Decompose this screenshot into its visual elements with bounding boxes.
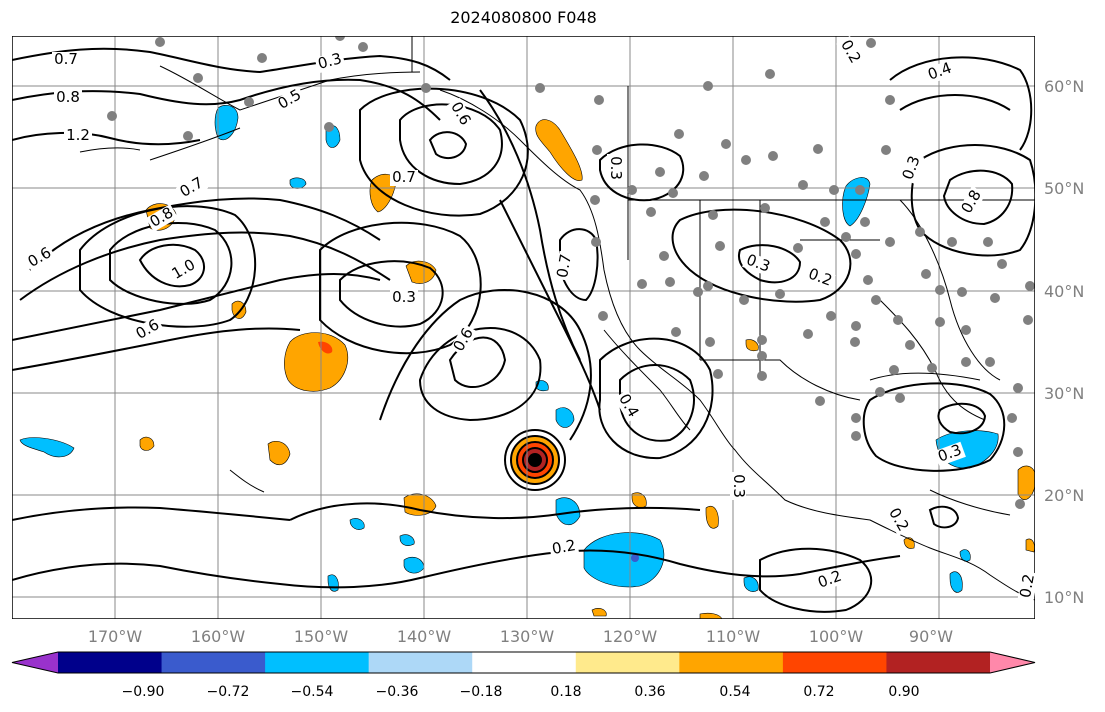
lat-label: 50°N (1044, 179, 1084, 198)
colorbar-tick: −0.54 (291, 684, 334, 700)
colorbar-segment (472, 652, 577, 673)
colorbar-tick: −0.72 (207, 684, 250, 700)
contour-label-bg (814, 567, 846, 593)
contour-label: 0.7 (392, 168, 416, 186)
contour-label-bg (52, 52, 80, 68)
colorbar-tick: 0.90 (888, 684, 919, 700)
contour-label-bg (934, 441, 966, 467)
lon-label: 90°W (909, 627, 953, 646)
latitude-labels: 60°N 50°N 40°N 30°N 20°N 10°N (1044, 77, 1084, 607)
colorbar-segment (575, 652, 680, 673)
colorbar-tick-labels: −0.90 −0.72 −0.54 −0.36 −0.18 0.18 0.36 … (122, 684, 920, 700)
contour-label-bg (450, 323, 478, 357)
contour-label: 0.7 (54, 50, 78, 68)
contour-label-bg (924, 59, 956, 85)
contour-label-bg (730, 472, 746, 500)
anomaly-patches (19, 105, 1035, 619)
contour-label-bg (23, 244, 57, 272)
colorbar-segment (58, 652, 163, 673)
contour-label: 0.3 (730, 474, 748, 498)
contour-label-bg (884, 503, 912, 537)
lat-label: 30°N (1044, 384, 1084, 403)
colorbar-tick: 0.54 (719, 684, 750, 700)
colorbar-tick: −0.90 (122, 684, 165, 700)
colorbar (11, 651, 1036, 674)
contour-label-bg (390, 170, 418, 186)
contour-label-bg (390, 290, 418, 306)
contour-label: 0.3 (607, 156, 625, 180)
contour-label-bg (446, 97, 474, 131)
lon-label: 170°W (88, 627, 143, 646)
contour-label-bg (131, 316, 165, 344)
lon-label: 140°W (397, 627, 452, 646)
lon-label: 100°W (809, 627, 864, 646)
contour-label-bg (175, 174, 209, 202)
station-markers (107, 36, 1035, 509)
colorbar-extend-low (12, 652, 58, 673)
lon-label: 160°W (191, 627, 246, 646)
contour-label-bg (548, 537, 580, 559)
map-title: 2024080800 F048 (450, 8, 597, 27)
colorbar-tick: −0.36 (376, 684, 419, 700)
colorbar-extend-high (990, 652, 1035, 673)
contour-label-bg (804, 265, 836, 291)
colorbar-tick: 0.36 (634, 684, 665, 700)
contour-label-bg (64, 128, 92, 144)
colorbar-segment (679, 652, 784, 673)
longitude-labels: 170°W 160°W 150°W 140°W 130°W 120°W 110°… (88, 627, 953, 646)
contour-label-bg (836, 35, 864, 69)
contour-label: 0.3 (316, 49, 344, 73)
contour-label: 0.7 (553, 253, 575, 280)
colorbar-segment (886, 652, 991, 673)
contour-label-bg (554, 250, 576, 282)
contour-label-bg (167, 256, 201, 284)
contour-label: 0.2 (1016, 573, 1038, 600)
colorbar-tick: 0.18 (550, 684, 581, 700)
lat-label: 60°N (1044, 77, 1084, 96)
contour-label-bg (742, 251, 774, 277)
contour-lines (12, 47, 1035, 613)
colorbar-segment (265, 652, 370, 673)
colorbar-outline (11, 651, 1036, 674)
colorbar-tick: −0.18 (460, 684, 503, 700)
contour-label: 1.2 (66, 126, 90, 144)
contour-label-bg (145, 204, 179, 232)
contour-label: 0.3 (392, 288, 416, 306)
lon-label: 110°W (706, 627, 761, 646)
contour-label-bg (958, 185, 986, 219)
contour-label-bg (273, 86, 307, 114)
contour-label-bg (54, 90, 82, 106)
contour-label-bg (614, 389, 642, 423)
contour-label: 0.2 (551, 536, 578, 558)
contour-label-bg (1017, 570, 1039, 602)
lat-label: 10°N (1044, 588, 1084, 607)
lon-label: 130°W (500, 627, 555, 646)
lon-label: 120°W (603, 627, 658, 646)
contour-label-bg (607, 154, 623, 182)
colorbar-segment (161, 652, 266, 673)
contour-label-bg (899, 152, 925, 184)
lat-label: 40°N (1044, 282, 1084, 301)
lon-label: 150°W (294, 627, 349, 646)
hurricane-contours (504, 429, 566, 491)
contour-label: 0.8 (56, 88, 80, 106)
contour-label-bg (314, 50, 346, 74)
colorbar-tick: 0.72 (803, 684, 834, 700)
lat-label: 20°N (1044, 486, 1084, 505)
colorbar-segment (782, 652, 887, 673)
colorbar-segment (368, 652, 473, 673)
